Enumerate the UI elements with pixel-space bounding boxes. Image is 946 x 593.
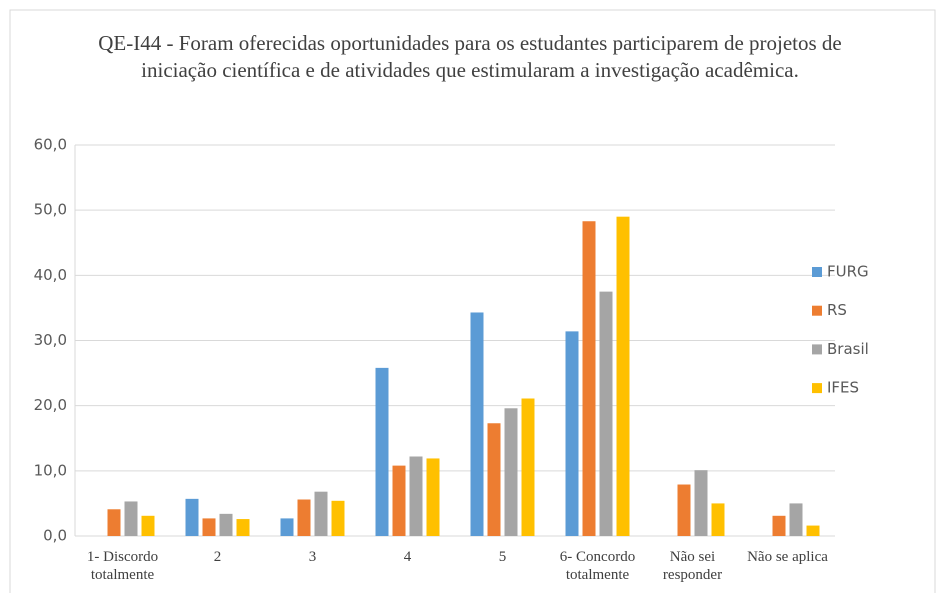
x-tick-label: 6- Concordo totalmente bbox=[559, 549, 636, 583]
legend-swatch bbox=[812, 267, 822, 277]
bar bbox=[219, 513, 233, 536]
bar bbox=[202, 518, 216, 536]
bar bbox=[504, 408, 518, 536]
bar bbox=[470, 312, 484, 536]
x-tick-label: 1- Discordo totalmente bbox=[86, 549, 159, 583]
bar bbox=[280, 518, 294, 536]
bar bbox=[677, 484, 691, 536]
legend-swatch bbox=[812, 344, 822, 355]
legend-label: FURG bbox=[827, 263, 869, 281]
bar bbox=[565, 331, 579, 536]
y-tick-label: 40,0 bbox=[34, 266, 67, 284]
bar bbox=[521, 398, 535, 536]
chart-frame bbox=[9, 9, 936, 593]
x-tick-label: Não sei responder bbox=[662, 549, 723, 583]
legend-label: Brasil bbox=[827, 340, 869, 358]
legend-label: IFES bbox=[827, 379, 859, 397]
x-tick-label: 5 bbox=[498, 549, 507, 565]
legend-swatch bbox=[812, 383, 822, 394]
chart-title: QE-I44 - Foram oferecidas oportunidades … bbox=[98, 31, 842, 82]
legend-label: RS bbox=[827, 301, 847, 319]
bar bbox=[694, 470, 708, 536]
bar bbox=[185, 498, 199, 536]
y-tick-label: 20,0 bbox=[34, 396, 67, 414]
y-tick-label: 30,0 bbox=[34, 331, 67, 349]
bar bbox=[711, 503, 725, 536]
bar bbox=[314, 491, 328, 536]
bar bbox=[426, 458, 440, 536]
bar bbox=[236, 519, 250, 536]
x-tick-label: Não se aplica bbox=[747, 549, 828, 565]
bar bbox=[772, 515, 786, 536]
bar bbox=[789, 503, 803, 536]
bar bbox=[409, 456, 423, 536]
y-tick-label: 0,0 bbox=[43, 527, 67, 545]
bar bbox=[107, 509, 121, 536]
bar bbox=[616, 216, 630, 536]
bar bbox=[331, 500, 345, 536]
x-tick-label: 4 bbox=[403, 549, 412, 565]
y-tick-label: 10,0 bbox=[34, 461, 67, 479]
legend-swatch bbox=[812, 305, 822, 316]
bar bbox=[297, 499, 311, 536]
bar bbox=[599, 291, 613, 536]
x-tick-label: 3 bbox=[308, 549, 317, 565]
bar bbox=[141, 515, 155, 536]
bar bbox=[375, 367, 389, 536]
y-tick-label: 50,0 bbox=[34, 201, 67, 219]
x-tick-label: 2 bbox=[213, 549, 222, 565]
bar bbox=[124, 501, 138, 536]
bar bbox=[487, 423, 501, 536]
y-tick-label: 60,0 bbox=[34, 136, 67, 154]
bar bbox=[582, 221, 596, 536]
bar bbox=[392, 465, 406, 536]
bar bbox=[806, 525, 820, 536]
